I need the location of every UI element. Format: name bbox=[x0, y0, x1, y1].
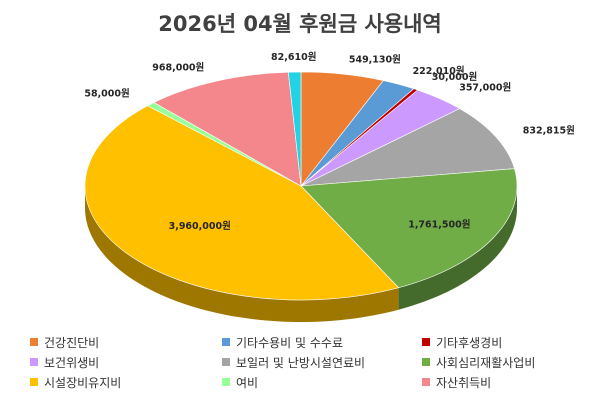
data-label-5: 1,761,500원 bbox=[408, 219, 470, 231]
pie-side-5-0 bbox=[398, 186, 517, 310]
legend-item-8: 자산취득비 bbox=[422, 374, 590, 390]
legend-item-7: 여비 bbox=[222, 374, 422, 390]
legend-swatch-3 bbox=[30, 358, 38, 366]
pie-slice-9 bbox=[287, 71, 302, 187]
legend-swatch-8 bbox=[422, 378, 430, 386]
data-label-2: 30,000원 bbox=[432, 71, 477, 83]
legend-swatch-5 bbox=[422, 358, 430, 366]
legend-item-3: 보건위생비 bbox=[30, 354, 222, 370]
legend-item-2: 기타후생경비 bbox=[422, 334, 590, 350]
legend-label-6: 시설장비유지비 bbox=[44, 375, 122, 390]
legend-swatch-2 bbox=[422, 338, 430, 346]
legend-swatch-1 bbox=[222, 338, 230, 346]
chart-title: 2026년 04월 후원금 사용내역 bbox=[158, 12, 442, 36]
pie-slice-5 bbox=[300, 168, 518, 289]
pie-slice-6 bbox=[84, 105, 400, 301]
legend-label-5: 사회심리재활사업비 bbox=[436, 355, 536, 370]
legend-label-8: 자산취득비 bbox=[436, 375, 492, 390]
legend-swatch-7 bbox=[222, 378, 230, 386]
pie-side-6-0 bbox=[85, 186, 399, 322]
legend-item-6: 시설장비유지비 bbox=[30, 374, 222, 390]
legend-label-3: 보건위생비 bbox=[44, 355, 100, 370]
legend-item-4: 보일러 및 난방시설연료비 bbox=[222, 354, 422, 370]
data-label-6: 3,960,000원 bbox=[169, 220, 231, 232]
pie-slice-4 bbox=[300, 108, 515, 187]
legend-item-0: 건강진단비 bbox=[30, 334, 222, 350]
legend-swatch-6 bbox=[30, 378, 38, 386]
data-label-7: 58,000원 bbox=[84, 88, 129, 100]
data-label-8: 968,000원 bbox=[152, 61, 204, 73]
legend-label-2: 기타후생경비 bbox=[436, 335, 503, 350]
data-label-1: 222,010원 bbox=[413, 65, 465, 77]
legend-label-1: 기타수용비 및 수수료 bbox=[236, 335, 343, 350]
data-label-4: 832,815원 bbox=[523, 125, 575, 137]
legend-label-4: 보일러 및 난방시설연료비 bbox=[236, 355, 366, 370]
legend-label-0: 건강진단비 bbox=[44, 335, 100, 350]
pie-slice-8 bbox=[153, 71, 302, 187]
legend-swatch-4 bbox=[222, 358, 230, 366]
data-label-0: 549,130원 bbox=[349, 54, 401, 66]
data-label-3: 357,000원 bbox=[459, 81, 511, 93]
legend-item-5: 사회심리재활사업비 bbox=[422, 354, 590, 370]
legend-swatch-0 bbox=[30, 338, 38, 346]
legend-label-7: 여비 bbox=[236, 375, 259, 390]
data-label-9: 82,610원 bbox=[271, 51, 316, 63]
legend-item-1: 기타수용비 및 수수료 bbox=[222, 334, 422, 350]
